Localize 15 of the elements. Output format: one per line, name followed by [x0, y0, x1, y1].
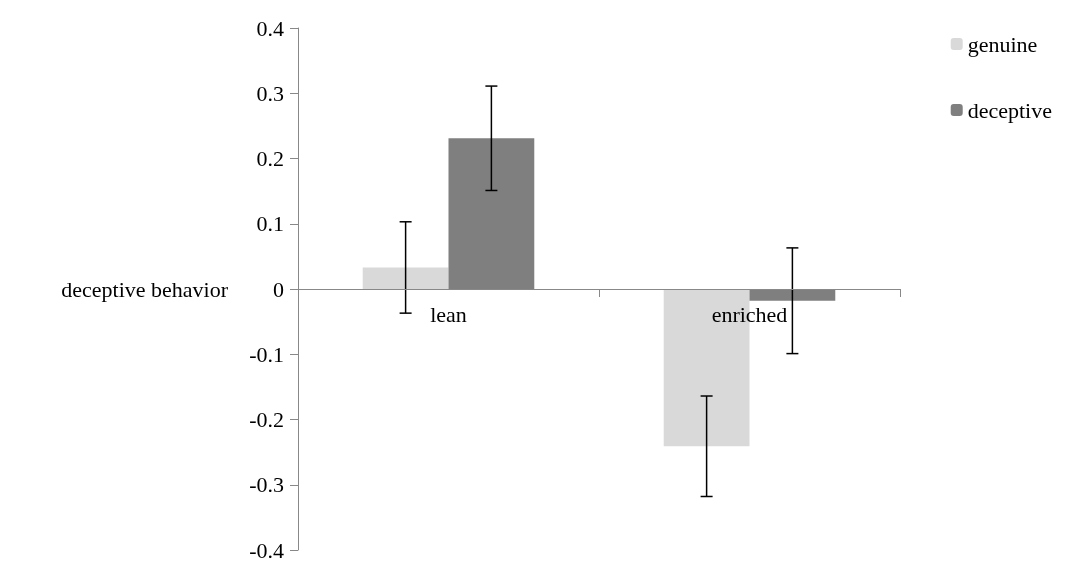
y-tick-label: 0.2: [256, 146, 284, 171]
bar: [362, 267, 449, 289]
y-tick-label: 0.3: [256, 80, 284, 106]
y-tick-label: -0.3: [249, 472, 284, 498]
y-tick-label: 0.4: [256, 15, 284, 41]
y-tick-label: 0: [273, 276, 284, 302]
y-tick-label: -0.1: [249, 341, 284, 367]
legend-label: deceptive: [967, 97, 1053, 123]
y-axis-title: deceptive behavior: [61, 276, 229, 302]
x-tick-label: enriched: [711, 301, 788, 327]
x-tick-label: lean: [430, 301, 467, 327]
y-tick-label: 0.1: [256, 211, 284, 237]
y-tick-label: -0.2: [249, 407, 284, 432]
y-tick-label: -0.4: [249, 537, 284, 563]
legend-label: genuine: [967, 31, 1038, 57]
